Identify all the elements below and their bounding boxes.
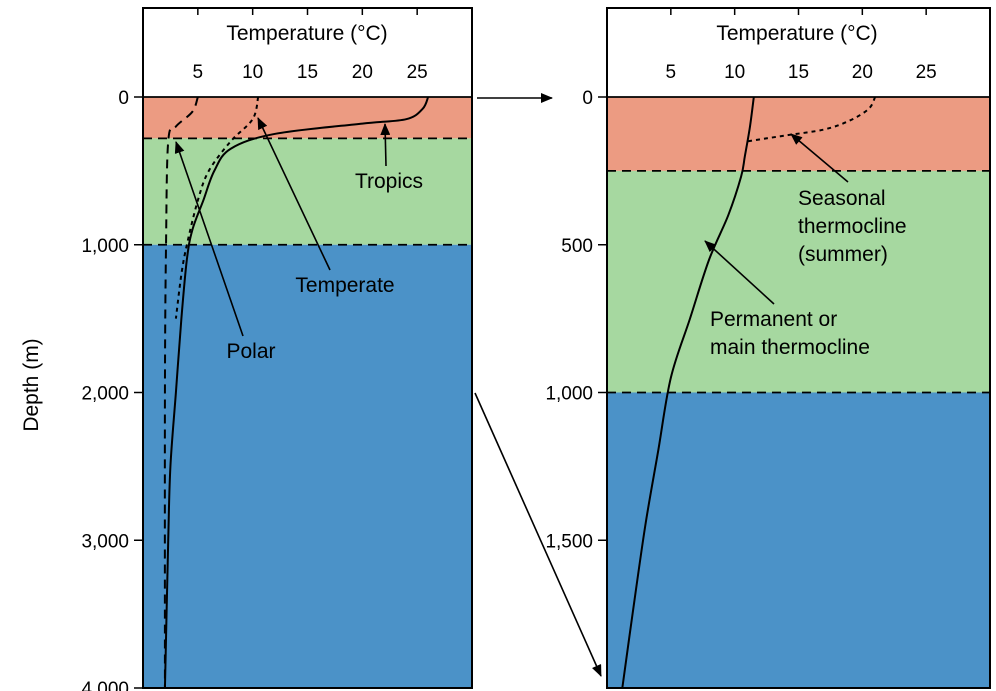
- left-y-ticks: 0 1,000 2,000 3,000 4,000: [81, 88, 143, 691]
- left-depth-zones: [143, 97, 472, 688]
- right-depth-zones: [607, 97, 990, 688]
- left-x-tick-label-20: 20: [352, 62, 373, 83]
- permanent-label-line-1: Permanent or: [710, 308, 837, 331]
- right-y-tick-label-1500: 1,500: [545, 531, 593, 552]
- left-x-tick-label-25: 25: [407, 62, 428, 83]
- temperate-profile-line: [174, 96, 260, 319]
- right-x-ticks: 5 10 15 20 25: [666, 8, 937, 83]
- left-y-tick-label-0: 0: [118, 88, 129, 109]
- tropics-profile-line: [163, 96, 430, 689]
- permanent-profile-line: [621, 96, 755, 689]
- right-temperature-profiles: [621, 96, 877, 689]
- left-x-axis-title: Temperature (°C): [226, 22, 387, 45]
- seasonal-thermocline-label: Seasonal thermocline (summer): [798, 187, 907, 266]
- left-zone-1: [143, 138, 472, 245]
- left-x-tick-label-5: 5: [193, 62, 204, 83]
- right-y-tick-label-500: 500: [561, 236, 593, 257]
- right-x-tick-label-5: 5: [666, 62, 677, 83]
- right-y-tick-label-0: 0: [582, 88, 593, 109]
- seasonal-label-line-1: Seasonal: [798, 187, 886, 210]
- left-chart: 5 10 15 20 25 0 1,000 2,000 3,000 4,000 Temperat…: [20, 7, 473, 691]
- polar-label: Polar: [226, 340, 275, 363]
- left-y-tick-label-3000: 3,000: [81, 531, 129, 552]
- polar-profile-line: [163, 96, 199, 689]
- left-y-tick-label-2000: 2,000: [81, 384, 129, 405]
- right-zone-2: [607, 392, 990, 688]
- right-x-tick-label-25: 25: [916, 62, 937, 83]
- left-x-tick-label-10: 10: [242, 62, 263, 83]
- left-y-tick-label-4000: 4,000: [81, 679, 129, 691]
- left-zone-0: [143, 97, 472, 139]
- temperate-arrow: [257, 117, 331, 271]
- right-zone-boundaries: [607, 96, 990, 394]
- permanent-thermocline-label: Permanent or main thermocline: [710, 308, 870, 359]
- right-x-tick-label-20: 20: [852, 62, 873, 83]
- right-y-tick-label-1000: 1,000: [545, 384, 593, 405]
- left-zone-2: [143, 244, 472, 688]
- right-x-tick-label-15: 15: [788, 62, 809, 83]
- polar-arrow: [174, 141, 244, 337]
- seasonal-label-line-2: thermocline: [798, 215, 907, 238]
- y-axis-title: Depth (m): [20, 338, 43, 431]
- right-x-axis-title: Temperature (°C): [716, 22, 877, 45]
- right-zone-1: [607, 170, 990, 393]
- right-x-tick-label-10: 10: [724, 62, 745, 83]
- seasonal-arrow: [790, 133, 849, 183]
- right-chart: 5 10 15 20 25 0 500 1,000 1,500 Temperature (°C…: [545, 7, 991, 689]
- depth-connector-arrow: [474, 392, 602, 677]
- temperate-label: Temperate: [295, 274, 394, 297]
- tropics-arrow: [380, 123, 391, 167]
- permanent-label-line-2: main thermocline: [710, 336, 870, 359]
- right-y-ticks: 0 500 1,000 1,500: [545, 88, 607, 552]
- left-y-tick-label-1000: 1,000: [81, 236, 129, 257]
- left-x-ticks: 5 10 15 20 25: [193, 8, 428, 83]
- permanent-arrow: [704, 240, 775, 305]
- seasonal-label-line-3: (summer): [798, 243, 888, 266]
- tropics-label: Tropics: [355, 170, 423, 193]
- left-temperature-profiles: [163, 96, 430, 689]
- left-x-tick-label-15: 15: [297, 62, 318, 83]
- seasonal-profile-line: [747, 96, 877, 143]
